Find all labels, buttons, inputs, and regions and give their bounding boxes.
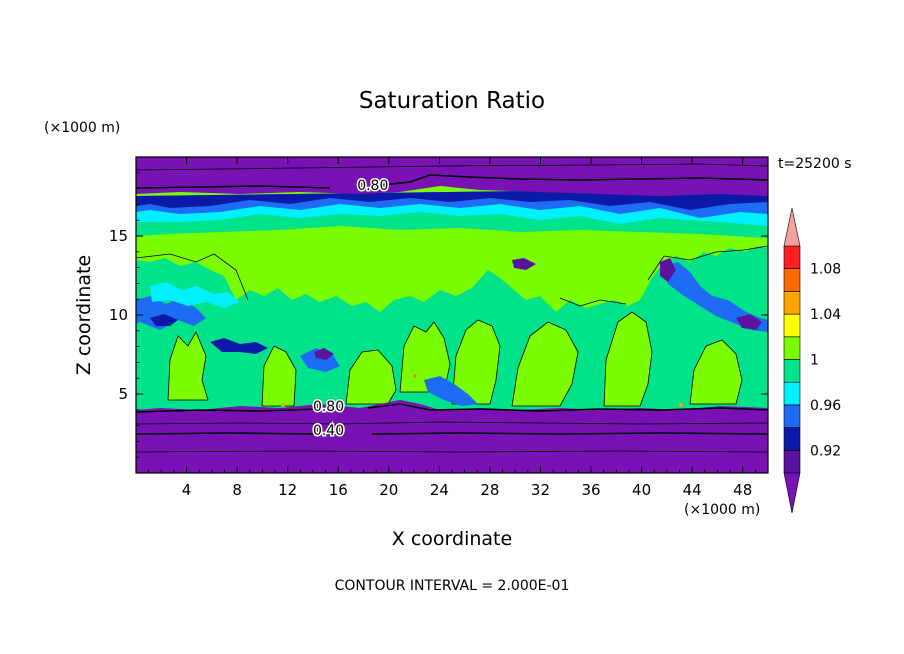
- y-axis: 5 10 15: [109, 172, 768, 458]
- x-axis-unit: (×1000 m): [684, 502, 761, 518]
- colorbar-over-arrow: [783, 207, 801, 247]
- colorbar-tick-label: 0.96: [810, 398, 841, 414]
- cloud-outline-left: [136, 245, 768, 307]
- colorbar-segment: [783, 404, 801, 428]
- green-updraft-2: [261, 345, 297, 407]
- colorbar-segment: [783, 381, 801, 406]
- contour-label: 0.80: [357, 178, 388, 194]
- colorbar-segment: [783, 268, 801, 292]
- colorbar-segment: [783, 336, 801, 360]
- x-tick-label: 20: [379, 481, 398, 499]
- orange-speck-1: [281, 403, 285, 407]
- x-tick-label: 4: [182, 481, 192, 499]
- colorbar-tick-label: 1.08: [810, 262, 841, 278]
- contour-interval-label: CONTOUR INTERVAL = 2.000E-01: [334, 578, 570, 594]
- x-tick-label: 32: [531, 481, 550, 499]
- y-tick-label: 15: [109, 227, 128, 245]
- colorbar-segment: [783, 313, 801, 338]
- contour-line-bottom-080: [136, 403, 768, 413]
- contour-line-bottom-020: [136, 450, 768, 453]
- purple-patch-upper-right: [660, 258, 676, 282]
- purple-spot-mid: [314, 348, 334, 360]
- x-tick-label: 24: [430, 481, 449, 499]
- colorbar-segment: [783, 359, 801, 383]
- orange-speck-3: [413, 374, 417, 378]
- contour-label: 0.40: [313, 423, 344, 439]
- x-tick-label: 12: [278, 481, 297, 499]
- x-tick-label: 8: [232, 481, 242, 499]
- green-updraft-1: [167, 331, 209, 401]
- contour-line-top-080: [136, 174, 768, 189]
- cyan-patch-left: [150, 282, 240, 308]
- colorbar-segment: [783, 449, 801, 474]
- contour-line-top-upper: [136, 163, 768, 171]
- x-tick-label: 48: [733, 481, 752, 499]
- blue-patch-right: [664, 262, 768, 332]
- colorbar-segment: [783, 427, 801, 451]
- colorbar-segment: [783, 245, 801, 270]
- x-tick-label: 36: [581, 481, 600, 499]
- x-axis-label: X coordinate: [391, 528, 513, 550]
- darkblue-patch-2: [150, 314, 178, 326]
- contour-labels: 0.80 0.40 0.80: [311, 177, 389, 441]
- green-updraft-5: [451, 319, 501, 405]
- green-updraft-8: [689, 339, 743, 405]
- x-tick-label: 40: [632, 481, 651, 499]
- green-updraft-7: [603, 311, 653, 407]
- colorbar-segment: [783, 291, 801, 315]
- green-updraft-3: [345, 349, 397, 405]
- y-tick-label: 10: [109, 306, 128, 324]
- orange-speck-2: [679, 403, 683, 407]
- band-purple-bottom: [136, 400, 768, 473]
- darkblue-patch-1: [210, 338, 268, 354]
- contour-field: 0.80 0.40 0.80: [136, 157, 768, 473]
- y-axis-label: Z coordinate: [73, 254, 95, 376]
- contour-line-bottom-060: [136, 421, 768, 425]
- time-label: t=25200 s: [778, 156, 852, 172]
- x-tick-label: 16: [329, 481, 348, 499]
- green-updraft-6: [511, 321, 579, 407]
- y-axis-unit: (×1000 m): [44, 120, 121, 136]
- purple-patch-right: [736, 314, 762, 330]
- chart-title: Saturation Ratio: [358, 88, 546, 114]
- colorbar: 0.92 0.96 1 1.04 1.08: [783, 207, 841, 514]
- colorbar-tick-label: 1.04: [810, 307, 841, 323]
- colorbar-tick-label: 1: [810, 353, 819, 369]
- x-tick-label: 44: [683, 481, 702, 499]
- contour-line-bottom-040: [136, 432, 768, 435]
- contour-label: 0.80: [313, 399, 344, 415]
- blue-patch-center: [424, 376, 478, 406]
- colorbar-under-arrow: [783, 472, 801, 514]
- colorbar-tick-label: 0.92: [810, 443, 841, 459]
- purple-spot-center: [512, 258, 536, 270]
- x-axis: 4 8 12 16 20 24 28 32 36 40 44 48: [148, 157, 756, 499]
- y-tick-label: 5: [118, 385, 128, 403]
- x-tick-label: 28: [480, 481, 499, 499]
